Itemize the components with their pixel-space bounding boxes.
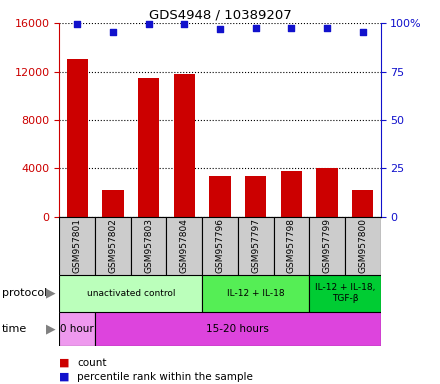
- Point: [252, 25, 259, 31]
- Text: GSM957802: GSM957802: [108, 218, 117, 273]
- Text: GSM957801: GSM957801: [73, 218, 82, 273]
- Bar: [66, 60, 88, 217]
- Bar: [95, 217, 131, 275]
- Point: [181, 21, 188, 27]
- Text: ■: ■: [59, 358, 70, 368]
- Text: IL-12 + IL-18: IL-12 + IL-18: [227, 289, 285, 298]
- Bar: [202, 275, 309, 312]
- Bar: [202, 217, 238, 275]
- Text: count: count: [77, 358, 106, 368]
- Text: ▶: ▶: [46, 323, 55, 336]
- Text: ■: ■: [59, 372, 70, 382]
- Point: [323, 25, 330, 31]
- Text: GSM957798: GSM957798: [287, 218, 296, 273]
- Bar: [309, 275, 381, 312]
- Point: [74, 21, 81, 27]
- Bar: [102, 190, 124, 217]
- Bar: [245, 176, 266, 217]
- Bar: [95, 312, 381, 346]
- Point: [145, 21, 152, 27]
- Bar: [309, 217, 345, 275]
- Text: percentile rank within the sample: percentile rank within the sample: [77, 372, 253, 382]
- Text: ▶: ▶: [46, 287, 55, 300]
- Point: [288, 25, 295, 31]
- Title: GDS4948 / 10389207: GDS4948 / 10389207: [149, 9, 291, 22]
- Bar: [59, 275, 202, 312]
- Bar: [274, 217, 309, 275]
- Bar: [209, 176, 231, 217]
- Text: GSM957804: GSM957804: [180, 218, 189, 273]
- Bar: [138, 78, 159, 217]
- Bar: [59, 217, 95, 275]
- Text: protocol: protocol: [2, 288, 48, 298]
- Point: [110, 28, 117, 35]
- Text: time: time: [2, 324, 27, 334]
- Bar: [345, 217, 381, 275]
- Bar: [316, 169, 338, 217]
- Text: GSM957800: GSM957800: [358, 218, 367, 273]
- Text: unactivated control: unactivated control: [87, 289, 175, 298]
- Text: GSM957803: GSM957803: [144, 218, 153, 273]
- Bar: [174, 74, 195, 217]
- Text: 0 hour: 0 hour: [60, 324, 94, 334]
- Text: 15-20 hours: 15-20 hours: [206, 324, 269, 334]
- Text: GSM957797: GSM957797: [251, 218, 260, 273]
- Bar: [59, 312, 95, 346]
- Text: GSM957796: GSM957796: [216, 218, 224, 273]
- Bar: [352, 190, 374, 217]
- Bar: [238, 217, 274, 275]
- Text: GSM957799: GSM957799: [323, 218, 332, 273]
- Bar: [166, 217, 202, 275]
- Point: [359, 28, 366, 35]
- Bar: [281, 171, 302, 217]
- Text: IL-12 + IL-18,
TGF-β: IL-12 + IL-18, TGF-β: [315, 283, 375, 303]
- Point: [216, 26, 224, 32]
- Bar: [131, 217, 166, 275]
